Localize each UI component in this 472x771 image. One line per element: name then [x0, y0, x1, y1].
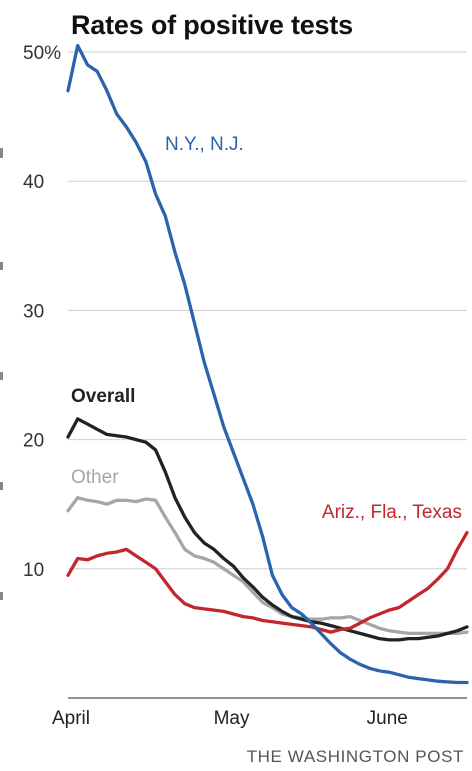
left-edge-mark [0, 262, 3, 270]
series-label: Other [71, 467, 119, 488]
x-tick-label: May [214, 708, 250, 729]
x-tick-label: June [367, 708, 408, 729]
y-tick-label: 30 [23, 301, 44, 322]
x-tick-label: April [52, 708, 90, 729]
source-credit: THE WASHINGTON POST [246, 747, 464, 766]
series-label: N.Y., N.J. [165, 134, 244, 155]
chart-title: Rates of positive tests [71, 10, 353, 40]
series-line [66, 43, 469, 685]
x-axis-tick-labels: April May June [52, 708, 408, 729]
y-axis-tick-labels: 50% 40 30 20 10 [23, 43, 61, 581]
left-edge-mark [0, 592, 3, 600]
y-tick-label: 40 [23, 172, 44, 193]
left-edge-mark [0, 482, 3, 490]
left-edge-mark [0, 372, 3, 380]
left-edge-mark [0, 148, 3, 158]
series-label: Ariz., Fla., Texas [322, 502, 462, 523]
series-lines [66, 43, 469, 685]
y-tick-label: 10 [23, 560, 44, 581]
y-tick-label: 20 [23, 431, 44, 452]
series-line [66, 530, 469, 634]
series-line [66, 496, 469, 636]
series-labels: N.Y., N.J. Overall Other Ariz., Fla., Texas [71, 134, 462, 523]
series-label: Overall [71, 386, 135, 407]
series-line [66, 417, 469, 642]
y-tick-label: 50% [23, 43, 61, 64]
